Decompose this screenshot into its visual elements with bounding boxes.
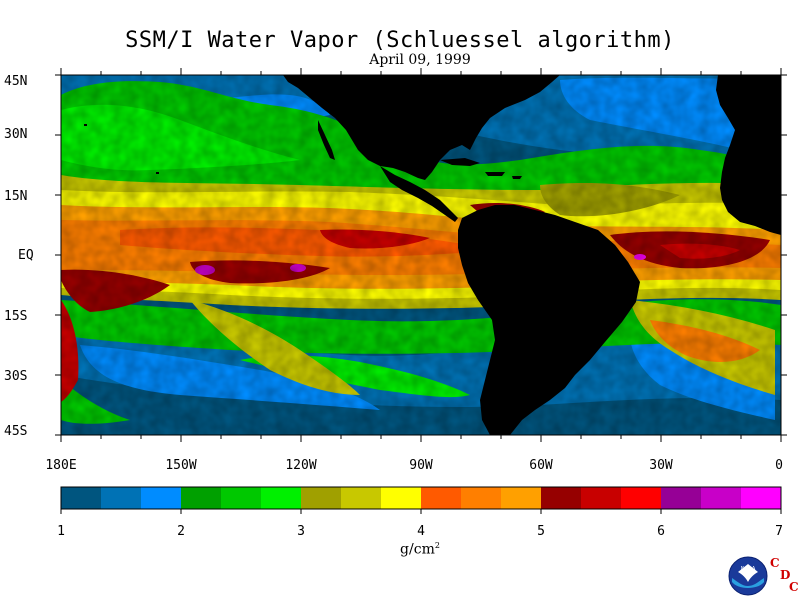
colorbar-tick-2: 2 [177, 524, 185, 539]
colorbar [60, 487, 782, 514]
cdc-letter-c2: C [789, 580, 799, 594]
cdc-letter-d: D [780, 568, 791, 582]
colorbar-tick-3: 3 [297, 524, 305, 539]
colorbar-units: g/cm2 [0, 541, 800, 558]
colorbar-tick-6: 6 [657, 524, 665, 539]
colorbar-tick-1: 1 [57, 524, 65, 539]
lat-label-15n: 15N [4, 189, 28, 204]
colorbar-tick-4: 4 [417, 524, 425, 539]
vapor-field [61, 75, 781, 435]
colorbar-swatch [501, 487, 542, 509]
lat-label-45n: 45N [4, 74, 28, 89]
colorbar-swatch [461, 487, 502, 509]
colorbar-swatch [181, 487, 222, 509]
colorbar-swatch [261, 487, 302, 509]
latitude-ticks [55, 74, 787, 436]
colorbar-swatch [621, 487, 662, 509]
lon-label-30w: 30W [649, 458, 673, 473]
map-date: April 09, 1999 [369, 52, 471, 68]
colorbar-swatch [101, 487, 142, 509]
noaa-logo-icon: NOAA [728, 556, 768, 596]
colorbar-swatch [141, 487, 182, 509]
colorbar-swatch [381, 487, 422, 509]
noaa-logo-text: NOAA [741, 566, 756, 572]
colorbar-swatch [221, 487, 262, 509]
lat-label-30s: 30S [4, 369, 28, 384]
colorbar-swatch [541, 487, 582, 509]
units-exponent: 2 [434, 541, 440, 550]
lon-label-0: 0 [775, 458, 783, 473]
colorbar-swatch [701, 487, 742, 509]
longitude-ticks [60, 68, 782, 442]
lat-label-45s: 45S [4, 424, 28, 439]
colorbar-swatch [581, 487, 622, 509]
colorbar-tick-5: 5 [537, 524, 545, 539]
lat-label-15s: 15S [4, 309, 28, 324]
colorbar-swatch [341, 487, 382, 509]
lon-label-120w: 120W [285, 458, 317, 473]
colorbar-frame [60, 486, 782, 510]
land-masses [84, 75, 781, 435]
colorbar-swatch [741, 487, 782, 509]
colorbar-swatch [301, 487, 342, 509]
lat-label-eq: EQ [18, 248, 34, 263]
lat-label-30n: 30N [4, 127, 28, 142]
colorbar-tick-7: 7 [775, 524, 783, 539]
colorbar-swatch [61, 487, 102, 509]
lon-label-180e: 180E [45, 458, 77, 473]
units-base: g/cm [400, 541, 435, 558]
lon-label-90w: 90W [409, 458, 433, 473]
map-title: SSM/I Water Vapor (Schluessel algorithm) [125, 28, 675, 53]
colorbar-swatch [421, 487, 462, 509]
lon-label-60w: 60W [529, 458, 553, 473]
colorbar-swatch [661, 487, 702, 509]
cdc-letter-c1: C [770, 556, 780, 570]
lon-label-150w: 150W [165, 458, 197, 473]
